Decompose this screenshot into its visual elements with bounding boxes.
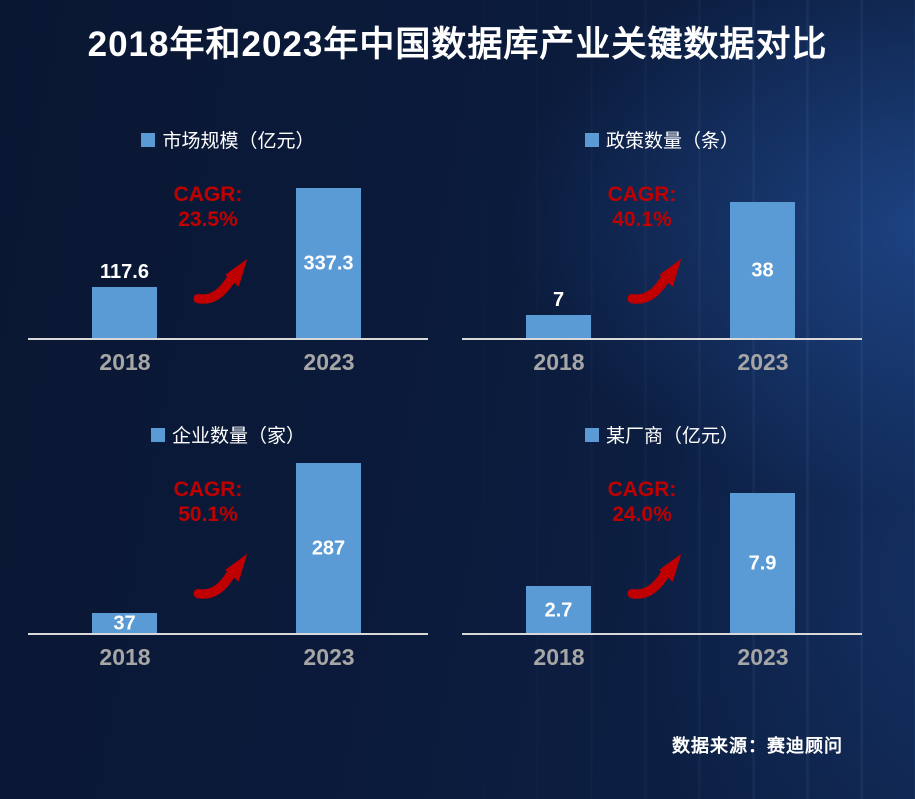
- bar-value-label: 7.9: [748, 552, 777, 575]
- legend: 某厂商（亿元）: [462, 421, 862, 448]
- x-tick-2023: 2023: [303, 349, 355, 375]
- bar-value-label: 38: [751, 259, 774, 282]
- cagr-value: 23.5%: [178, 208, 238, 231]
- legend-swatch-icon: [141, 132, 156, 147]
- x-axis-line: [28, 633, 428, 635]
- cagr-annotation: CAGR: 50.1%: [58, 477, 358, 527]
- bar-2018: 37: [92, 613, 157, 635]
- bar-value-label: 287: [311, 537, 346, 560]
- cagr-value: 50.1%: [178, 503, 238, 526]
- x-tick-2023: 2023: [737, 644, 789, 670]
- x-tick-2018: 2018: [99, 349, 151, 375]
- legend-swatch-icon: [584, 132, 599, 147]
- cagr-label: CAGR:: [173, 183, 243, 206]
- bar-value-label: 337.3: [303, 252, 354, 275]
- bar-value-label: 2.7: [544, 599, 573, 621]
- cagr-value: 24.0%: [612, 503, 672, 526]
- x-axis-line: [462, 633, 862, 635]
- growth-arrow-icon: [193, 258, 248, 304]
- cagr-annotation: CAGR: 40.1%: [492, 182, 792, 232]
- x-tick-2023: 2023: [303, 644, 355, 670]
- growth-arrow-icon: [627, 553, 682, 599]
- bar-value-label: 37: [113, 612, 136, 635]
- bar-2023: 7.9: [730, 493, 795, 635]
- chart-policy-count: 政策数量（条） CAGR: 40.1% 7 38 2018 2023: [462, 120, 862, 390]
- bar-2023: 337.3: [296, 188, 361, 340]
- x-tick-2023: 2023: [737, 349, 789, 375]
- legend-label: 市场规模（亿元）: [162, 131, 315, 152]
- cagr-annotation: CAGR: 24.0%: [492, 477, 792, 527]
- legend-label: 企业数量（家）: [171, 426, 305, 447]
- bar-2018: 7: [526, 289, 591, 340]
- legend-swatch-icon: [584, 427, 599, 442]
- page-title: 2018年和2023年中国数据库产业关键数据对比: [87, 25, 828, 64]
- legend-label: 某厂商（亿元）: [605, 426, 739, 447]
- chart-market-size: 市场规模（亿元） CAGR: 23.5% 117.6 337.3 2018 20…: [28, 120, 428, 390]
- x-axis-line: [28, 338, 428, 340]
- chart-vendor-revenue: 某厂商（亿元） CAGR: 24.0% 2.7 7.9 2018 2023: [462, 415, 862, 685]
- bar-value-label: 7: [552, 289, 565, 311]
- x-tick-2018: 2018: [99, 644, 151, 670]
- cagr-value: 40.1%: [612, 208, 672, 231]
- legend: 政策数量（条）: [462, 126, 862, 153]
- legend: 市场规模（亿元）: [28, 126, 428, 153]
- chart-enterprise-count: 企业数量（家） CAGR: 50.1% 37 287 2018 2023: [28, 415, 428, 685]
- legend: 企业数量（家）: [28, 421, 428, 448]
- bar-value-label: 117.6: [100, 261, 149, 283]
- legend-swatch-icon: [150, 427, 165, 442]
- cagr-label: CAGR:: [607, 478, 677, 501]
- growth-arrow-icon: [627, 258, 682, 304]
- bar-2018: 2.7: [526, 586, 591, 635]
- cagr-label: CAGR:: [607, 183, 677, 206]
- growth-arrow-icon: [193, 553, 248, 599]
- cagr-annotation: CAGR: 23.5%: [58, 182, 358, 232]
- bar-2023: 287: [296, 463, 361, 635]
- x-tick-2018: 2018: [533, 644, 585, 670]
- x-tick-2018: 2018: [533, 349, 585, 375]
- cagr-label: CAGR:: [173, 478, 243, 501]
- x-axis-line: [462, 338, 862, 340]
- bar-2023: 38: [730, 202, 795, 340]
- legend-label: 政策数量（条）: [605, 131, 739, 152]
- bar-2018: 117.6: [92, 261, 157, 340]
- data-source-label: 数据来源：赛迪顾问: [672, 736, 843, 756]
